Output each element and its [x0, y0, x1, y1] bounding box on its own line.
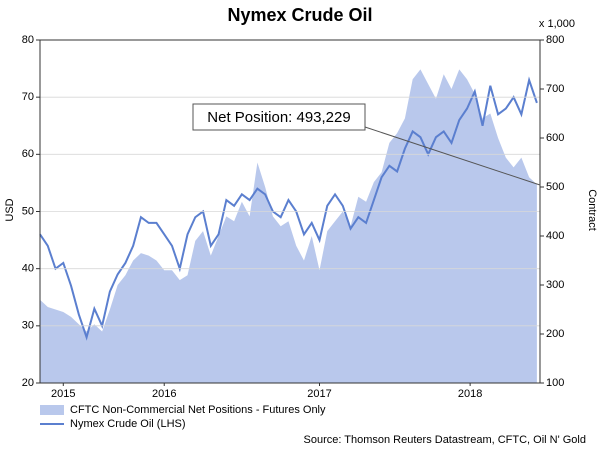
y-tick-label: 60 [22, 148, 34, 160]
y-tick-label: 40 [22, 263, 34, 275]
plot: 20 30 40 50 60 70 80 100 200 300 400 500 600 700 800 20… [22, 34, 565, 430]
annotation-box [192, 103, 366, 131]
y2-tick-label: 800 [546, 34, 564, 46]
annotation-leader [364, 126, 541, 186]
y2-tick-label: 400 [546, 230, 564, 242]
y-tick-label: 50 [22, 205, 34, 217]
y2-tick-label: 600 [546, 132, 564, 144]
y-tick-label: 80 [22, 34, 34, 46]
y-tick-label: 20 [22, 377, 34, 389]
y2-tick-label: 300 [546, 279, 564, 291]
y-axis-label: USD [4, 198, 16, 221]
annotation: Net Position: 493,229 [207, 109, 350, 126]
x-tick-label: 2017 [307, 388, 331, 400]
y2-tick-label: 700 [546, 83, 564, 95]
y2-tick-label: 100 [546, 377, 564, 389]
source: Source: Thomson Reuters Datastream, CFTC… [304, 434, 587, 446]
plot-frame [39, 39, 541, 384]
y2-unit: x 1,000 [539, 18, 575, 30]
area [40, 69, 537, 384]
y-tick-label: 30 [22, 320, 34, 332]
x-tick-label: 2016 [152, 388, 176, 400]
chart-title: Nymex Crude Oil [227, 5, 372, 25]
legend-label: Nymex Crude Oil (LHS) [70, 418, 186, 430]
y2-tick-label: 200 [546, 328, 564, 340]
y-tick-label: 70 [22, 91, 34, 103]
line [39, 76, 538, 341]
x-tick-label: 2015 [51, 388, 75, 400]
legend-label: CFTC Non-Commercial Net Positions - Futu… [70, 404, 326, 416]
legend-swatch [40, 405, 64, 415]
x-tick-label: 2018 [458, 388, 482, 400]
y2-tick-label: 500 [546, 181, 564, 193]
y2-axis-label: Contract [586, 189, 598, 231]
